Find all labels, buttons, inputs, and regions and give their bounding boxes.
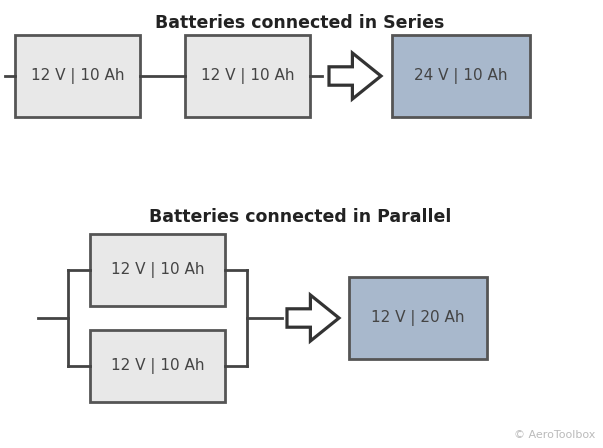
Text: Batteries connected in Series: Batteries connected in Series [156, 14, 444, 32]
Bar [90, 234, 225, 306]
Polygon shape [287, 295, 339, 341]
Bar [185, 35, 310, 117]
Bar [392, 35, 530, 117]
Text: 12 V | 10 Ah: 12 V | 10 Ah [111, 262, 204, 278]
Text: 12 V | 20 Ah: 12 V | 20 Ah [371, 310, 465, 326]
Bar [15, 35, 140, 117]
Text: 12 V | 10 Ah: 12 V | 10 Ah [201, 68, 294, 84]
Text: 12 V | 10 Ah: 12 V | 10 Ah [31, 68, 124, 84]
Bar [349, 277, 487, 359]
Text: © AeroToolbox: © AeroToolbox [514, 430, 595, 440]
Bar [90, 330, 225, 402]
Polygon shape [329, 53, 381, 99]
Text: Batteries connected in Parallel: Batteries connected in Parallel [149, 208, 451, 226]
Text: 12 V | 10 Ah: 12 V | 10 Ah [111, 358, 204, 374]
Text: 24 V | 10 Ah: 24 V | 10 Ah [414, 68, 508, 84]
